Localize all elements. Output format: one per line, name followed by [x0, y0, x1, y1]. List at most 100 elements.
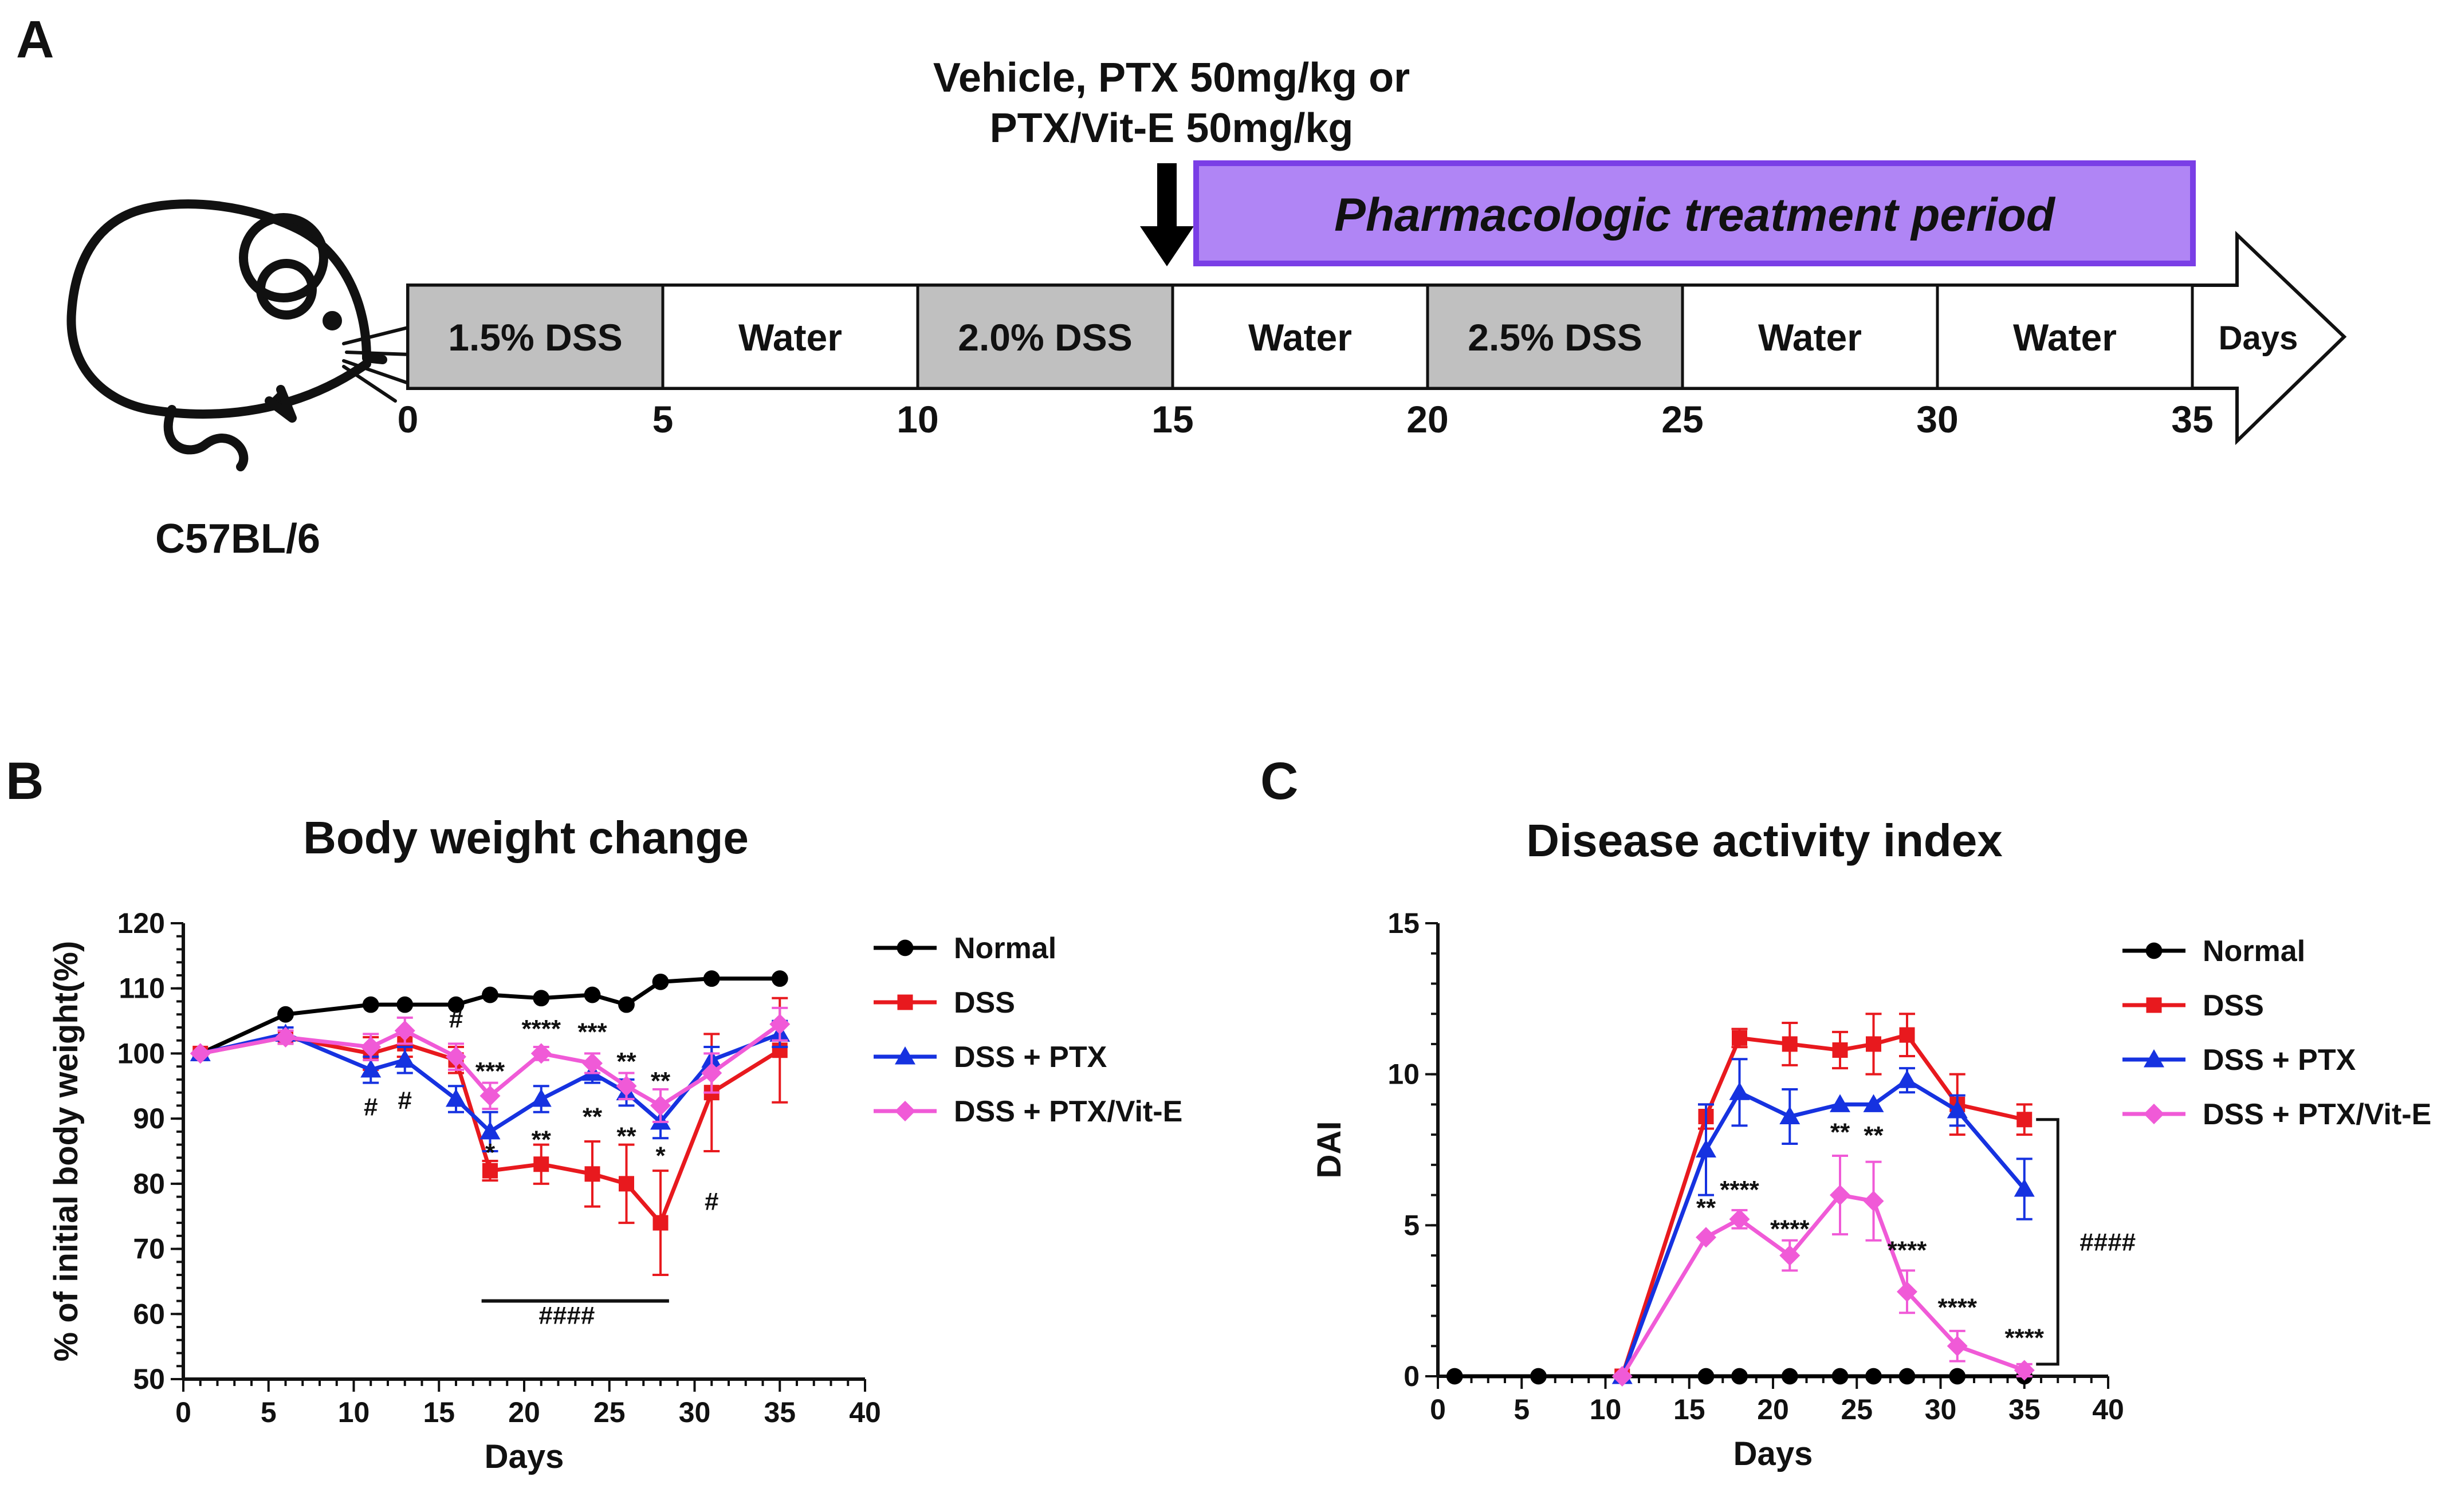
data-point — [616, 1076, 637, 1097]
timeline-segment — [1426, 284, 1684, 390]
data-point — [446, 1089, 466, 1107]
significance-label: * — [655, 1142, 666, 1170]
x-tick-label: 10 — [338, 1396, 370, 1428]
timeline-segment — [1936, 284, 2194, 390]
legend-item: Normal — [2122, 935, 2305, 968]
dai-chart: Disease activity index 0 5 10 15 20 25 30 35 40 0 5… — [1311, 815, 2431, 1472]
data-point — [1830, 1094, 1850, 1112]
significance-label: #### — [538, 1301, 595, 1329]
x-tick-label: 35 — [764, 1396, 796, 1428]
timeline-segment-label: Water — [1248, 316, 1352, 359]
timeline-day-tick: 0 — [398, 398, 419, 440]
x-tick-label: 30 — [679, 1396, 711, 1428]
strain-label: C57BL/6 — [155, 516, 320, 562]
data-point — [584, 1166, 600, 1182]
data-point — [530, 1043, 552, 1064]
data-point — [1898, 1368, 1916, 1385]
legend-marker — [2144, 1104, 2164, 1124]
data-point — [446, 1046, 466, 1068]
legend-item: DSS + PTX/Vit-E — [874, 1095, 1182, 1128]
panel-a-letter: A — [16, 10, 54, 69]
y-axis-label: DAI — [1311, 1121, 1348, 1179]
data-point — [1832, 1042, 1848, 1058]
y-tick-label: 10 — [1387, 1058, 1420, 1090]
y-tick-label: 120 — [117, 907, 165, 939]
chart-title: Body weight change — [303, 812, 749, 863]
treatment-period-bar — [1193, 160, 2196, 266]
x-tick-label: 25 — [1841, 1393, 1873, 1426]
treatment-period-label: Pharmacologic treatment period — [1334, 189, 2056, 241]
timeline-segment-label: Water — [1758, 316, 1862, 359]
data-point — [1729, 1208, 1750, 1230]
significance-label: **** — [1938, 1294, 1978, 1322]
timeline-day-tick: 25 — [1661, 398, 1703, 440]
timeline-segment — [1681, 284, 1939, 390]
data-point — [482, 986, 498, 1003]
x-tick-label: 30 — [1925, 1393, 1957, 1426]
legend-marker — [895, 1046, 915, 1065]
data-point — [701, 1062, 722, 1084]
data-point — [530, 1089, 552, 1107]
legend-marker — [2146, 997, 2162, 1013]
data-point — [2014, 1179, 2035, 1197]
significance-label: **** — [1770, 1215, 1810, 1243]
data-point — [1779, 1106, 1801, 1124]
significance-label: # — [364, 1093, 378, 1121]
significance-label: ** — [1830, 1119, 1850, 1147]
down-arrow-icon — [1140, 163, 1194, 266]
data-point — [1697, 1368, 1715, 1385]
legend-marker — [897, 939, 914, 956]
legend-item: DSS + PTX — [2122, 1044, 2356, 1077]
data-point — [1782, 1036, 1798, 1052]
y-axis-label: % of initial body weight(%) — [48, 941, 85, 1362]
data-point — [619, 1176, 634, 1192]
body-weight-chart: Body weight change 0 5 10 15 20 25 30 35 40 50 60 70… — [48, 812, 1182, 1475]
data-point — [479, 1121, 501, 1140]
x-tick-label: 10 — [1590, 1393, 1622, 1426]
x-tick-label: 5 — [261, 1396, 277, 1428]
y-tick-label: 110 — [119, 972, 165, 1005]
series-line — [199, 1031, 781, 1135]
data-point — [1949, 1368, 1966, 1385]
significance-label: # — [705, 1187, 718, 1215]
series-normal — [192, 970, 788, 1062]
data-point — [618, 996, 635, 1013]
timeline-segment — [916, 284, 1174, 390]
x-tick-label: 20 — [508, 1396, 540, 1428]
legend-item: DSS — [2122, 989, 2264, 1022]
timeline-segment-label: Water — [738, 316, 842, 359]
significance-label: # — [398, 1086, 412, 1115]
x-tick-label: 15 — [1673, 1393, 1705, 1426]
timeline-segment — [661, 284, 919, 390]
data-point — [447, 996, 465, 1013]
data-point — [1865, 1368, 1882, 1385]
data-point — [1897, 1281, 1917, 1302]
legend-label: DSS — [954, 986, 1015, 1019]
timeline-segment-label: Water — [2013, 316, 2117, 359]
significance-label: ** — [1696, 1194, 1716, 1222]
significance-label: ** — [616, 1048, 636, 1076]
series-dss-ptx-vit-e — [190, 1006, 791, 1123]
timeline: 1.5% DSS Water 2.0% DSS Water 2.5% DSS Water W… — [398, 231, 2347, 446]
data-point — [1831, 1368, 1849, 1385]
data-point — [277, 1006, 294, 1023]
panel-c-letter: C — [1260, 752, 1298, 810]
data-point — [652, 973, 669, 990]
timeline-segment — [1171, 284, 1429, 390]
y-tick-label: 60 — [133, 1298, 165, 1330]
x-tick-label: 25 — [593, 1396, 626, 1428]
legend-label: DSS + PTX — [954, 1041, 1107, 1074]
x-tick-label: 0 — [1430, 1393, 1446, 1426]
data-point — [1530, 1368, 1547, 1385]
series-normal — [1446, 1368, 2033, 1385]
legend-item: Normal — [874, 932, 1056, 965]
legend-label: DSS — [2203, 989, 2264, 1022]
timeline-segment-label: 2.5% DSS — [1468, 316, 1642, 359]
data-point — [1866, 1036, 1881, 1052]
data-point — [396, 996, 414, 1013]
y-tick-label: 50 — [133, 1363, 165, 1395]
data-point — [190, 1043, 211, 1064]
data-point — [1899, 1027, 1915, 1043]
data-point — [1611, 1366, 1633, 1387]
